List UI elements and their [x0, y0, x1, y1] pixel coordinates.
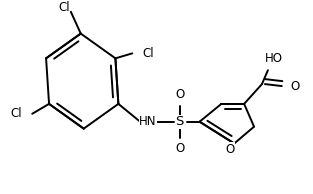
Text: O: O	[226, 143, 235, 156]
Text: HO: HO	[265, 52, 283, 65]
Text: Cl: Cl	[142, 47, 154, 60]
Text: HN: HN	[139, 115, 157, 128]
Text: O: O	[175, 142, 184, 155]
Text: Cl: Cl	[11, 107, 22, 120]
Text: O: O	[290, 80, 299, 93]
Text: S: S	[176, 115, 184, 128]
Text: Cl: Cl	[58, 1, 70, 14]
Text: O: O	[175, 88, 184, 101]
